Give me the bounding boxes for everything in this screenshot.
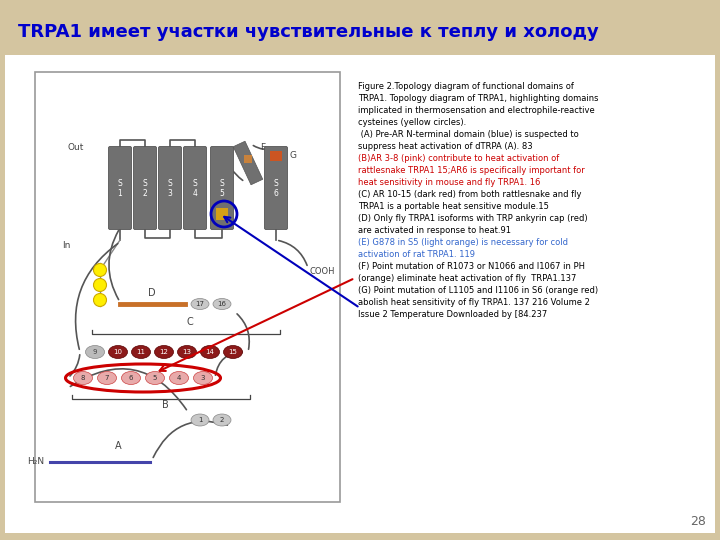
Text: TRPA1 is a portable heat sensitive module.15: TRPA1 is a portable heat sensitive modul… [358,202,549,211]
Text: 8: 8 [81,375,85,381]
Text: 6: 6 [129,375,133,381]
Text: COOH: COOH [310,267,336,276]
Circle shape [94,294,107,307]
Text: 1: 1 [198,417,202,423]
Text: (C) AR 10-15 (dark red) from both rattlesnake and fly: (C) AR 10-15 (dark red) from both rattle… [358,190,582,199]
Ellipse shape [132,346,150,359]
Text: cysteines (yellow circles).: cysteines (yellow circles). [358,118,467,127]
Text: heat sensitivity in mouse and fly TRPA1. 16: heat sensitivity in mouse and fly TRPA1.… [358,178,541,187]
Text: 2: 2 [143,188,148,198]
Text: A: A [114,441,121,451]
Polygon shape [233,141,263,185]
Text: C: C [186,317,194,327]
Text: suppress heat activation of dTRPA (A). 83: suppress heat activation of dTRPA (A). 8… [358,142,533,151]
Text: 13: 13 [182,349,192,355]
Ellipse shape [169,372,189,384]
Text: rattlesnake TRPA1 15;AR6 is specifically important for: rattlesnake TRPA1 15;AR6 is specifically… [358,166,585,175]
Circle shape [94,279,107,292]
Text: activation of rat TRPA1. 119: activation of rat TRPA1. 119 [358,250,475,259]
Text: are activated in response to heat.91: are activated in response to heat.91 [358,226,511,235]
Text: 15: 15 [228,349,238,355]
Ellipse shape [122,372,140,384]
Text: S: S [168,179,172,187]
Bar [244,155,252,163]
Text: 6: 6 [274,188,279,198]
Ellipse shape [213,299,231,309]
Bar [35,72,340,502]
Text: 5: 5 [220,188,225,198]
Ellipse shape [178,346,197,359]
Text: S: S [220,179,225,187]
Ellipse shape [213,414,231,426]
Text: In: In [62,240,71,249]
Text: G: G [290,151,297,160]
FancyBboxPatch shape [210,146,233,230]
Circle shape [94,264,107,276]
Text: F: F [260,143,265,152]
FancyBboxPatch shape [109,146,132,230]
FancyBboxPatch shape [158,146,181,230]
Ellipse shape [191,414,209,426]
Text: 16: 16 [217,301,227,307]
Text: 4: 4 [177,375,181,381]
Text: H₂N: H₂N [27,457,44,467]
Ellipse shape [155,346,174,359]
Text: (A) Pre-AR N-terminal domain (blue) is suspected to: (A) Pre-AR N-terminal domain (blue) is s… [358,130,579,139]
Ellipse shape [145,372,164,384]
Bar [216,208,228,220]
Text: 9: 9 [93,349,97,355]
Text: 11: 11 [137,349,145,355]
Text: Out: Out [68,143,84,152]
Text: B: B [161,400,168,410]
Text: D: D [148,288,156,298]
Ellipse shape [191,299,209,309]
Text: S: S [193,179,197,187]
Text: 28: 28 [690,515,706,528]
Bar [5,55,715,533]
Text: 14: 14 [206,349,215,355]
FancyBboxPatch shape [184,146,207,230]
Text: 17: 17 [196,301,204,307]
Ellipse shape [194,372,212,384]
Ellipse shape [86,346,104,359]
Text: (F) Point mutation of R1073 or N1066 and I1067 in PH: (F) Point mutation of R1073 or N1066 and… [358,262,585,271]
Text: 1: 1 [117,188,122,198]
FancyBboxPatch shape [264,146,287,230]
Text: (B)AR 3-8 (pink) contribute to heat activation of: (B)AR 3-8 (pink) contribute to heat acti… [358,154,559,163]
Text: S: S [143,179,148,187]
Text: 5: 5 [153,375,157,381]
Bar [270,151,282,161]
FancyBboxPatch shape [133,146,156,230]
Text: 3: 3 [168,188,172,198]
Text: 10: 10 [114,349,122,355]
Text: (E) G878 in S5 (light orange) is necessary for cold: (E) G878 in S5 (light orange) is necessa… [358,238,568,247]
Text: TRPA1 имеет участки чувствительные к теплу и холоду: TRPA1 имеет участки чувствительные к теп… [18,23,599,41]
Ellipse shape [97,372,117,384]
Ellipse shape [109,346,127,359]
Text: Figure 2.Topology diagram of functional domains of: Figure 2.Topology diagram of functional … [358,82,574,91]
Text: (orange) eliminate heat activation of fly  TRPA1.137: (orange) eliminate heat activation of fl… [358,274,577,283]
Text: TRPA1. Topology diagram of TRPA1, highlighting domains: TRPA1. Topology diagram of TRPA1, highli… [358,94,598,103]
Text: 2: 2 [220,417,224,423]
Ellipse shape [223,346,243,359]
Text: 12: 12 [160,349,168,355]
Text: 7: 7 [104,375,109,381]
Text: (D) Only fly TRPA1 isoforms with TRP ankyrin cap (red): (D) Only fly TRPA1 isoforms with TRP ank… [358,214,588,223]
Text: (G) Point mutation of L1105 and I1106 in S6 (orange red): (G) Point mutation of L1105 and I1106 in… [358,286,598,295]
Text: 4: 4 [192,188,197,198]
Text: S: S [117,179,122,187]
Text: 3: 3 [201,375,205,381]
Ellipse shape [73,372,92,384]
Text: S: S [274,179,279,187]
Text: Issue 2 Temperature Downloaded by [84.237: Issue 2 Temperature Downloaded by [84.23… [358,310,547,319]
Ellipse shape [200,346,220,359]
Text: abolish heat sensitivity of fly TRPA1. 137 216 Volume 2: abolish heat sensitivity of fly TRPA1. 1… [358,298,590,307]
Text: implicated in thermosensation and electrophile-reactive: implicated in thermosensation and electr… [358,106,595,115]
